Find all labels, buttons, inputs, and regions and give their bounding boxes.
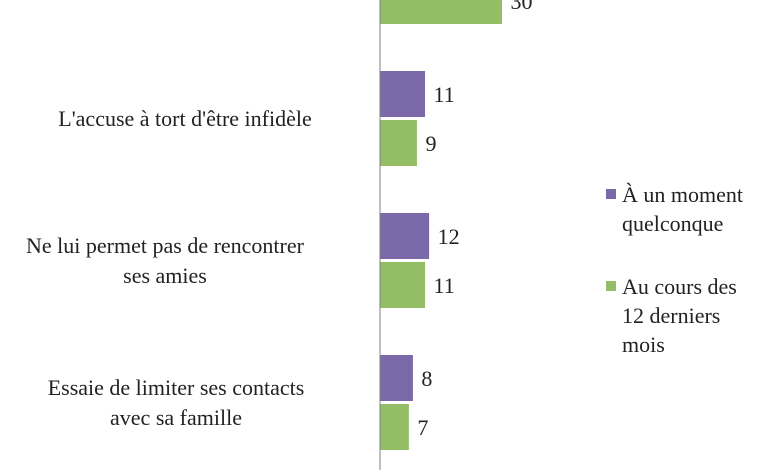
data-label: 11 <box>434 273 455 298</box>
data-label: 12 <box>438 224 460 249</box>
bar-a-un-moment-3 <box>380 355 413 401</box>
data-label: 9 <box>425 131 436 156</box>
legend-label-line: 12 derniers <box>622 303 721 328</box>
bar-a-un-moment-2 <box>380 213 430 259</box>
data-label: 30 <box>511 0 533 14</box>
bar-12-derniers-mois-3 <box>380 404 409 450</box>
bars-group <box>380 0 502 450</box>
category-label-l-accuse-infidele: L'accuse à tort d'être infidèle <box>15 104 355 134</box>
bar-a-un-moment-1 <box>380 71 426 117</box>
data-labels-group: 30 11 9 12 11 8 7 <box>417 0 532 440</box>
legend-swatch <box>606 281 616 291</box>
category-label-line: L'accuse à tort d'être infidèle <box>58 106 312 131</box>
category-label-rencontrer-amies: Ne lui permet pas de rencontrer ses amie… <box>0 231 335 291</box>
bar-12-derniers-mois-1 <box>380 120 417 166</box>
legend: À un moment quelconque Au cours des 12 d… <box>606 180 765 359</box>
legend-text: À un moment quelconque <box>622 180 765 238</box>
bar-12-derniers-mois-2 <box>380 262 426 308</box>
category-label-limiter-contacts-famille: Essaie de limiter ses contacts avec sa f… <box>6 373 346 433</box>
legend-text: Au cours des 12 derniers mois <box>622 272 765 359</box>
data-label: 7 <box>417 415 428 440</box>
legend-swatch <box>606 189 616 199</box>
legend-item-a-un-moment: À un moment quelconque <box>606 180 765 238</box>
category-label-line: Ne lui permet pas de rencontrer <box>26 233 304 258</box>
legend-label-line: À un moment <box>622 182 743 207</box>
legend-item-12-derniers-mois: Au cours des 12 derniers mois <box>606 272 765 359</box>
legend-label-line: mois <box>622 332 665 357</box>
category-label-line: Essaie de limiter ses contacts <box>47 375 305 400</box>
legend-label-line: Au cours des <box>622 274 737 299</box>
category-label-line: avec sa famille <box>110 405 242 430</box>
data-label: 11 <box>434 82 455 107</box>
category-label-line: ses amies <box>123 263 207 288</box>
bar-12-derniers-mois-0 <box>380 0 502 24</box>
data-label: 8 <box>421 366 432 391</box>
legend-label-line: quelconque <box>622 211 724 236</box>
